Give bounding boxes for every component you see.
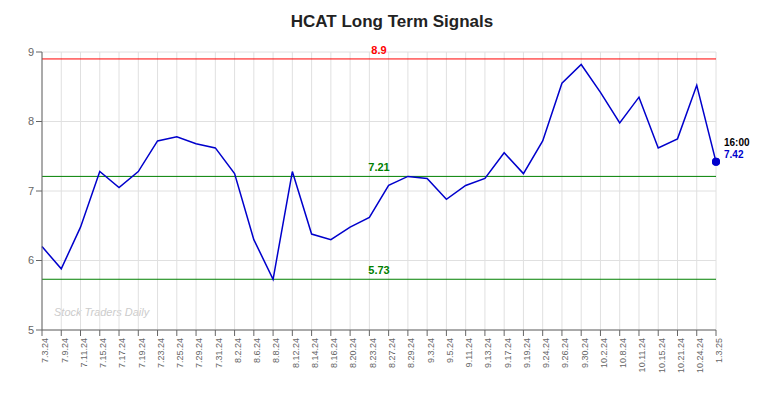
svg-text:10.21.24: 10.21.24 [676, 338, 686, 373]
svg-text:9.17.24: 9.17.24 [503, 338, 513, 368]
svg-text:8.27.24: 8.27.24 [387, 338, 397, 368]
svg-text:8.14.24: 8.14.24 [310, 338, 320, 368]
svg-text:10.2.24: 10.2.24 [599, 338, 609, 368]
svg-text:8.29.24: 8.29.24 [406, 338, 416, 368]
svg-text:8.9: 8.9 [371, 44, 386, 56]
svg-text:5.73: 5.73 [368, 264, 389, 276]
svg-text:7.23.24: 7.23.24 [156, 338, 166, 368]
svg-text:7.11.24: 7.11.24 [79, 338, 89, 367]
svg-text:8.2.24: 8.2.24 [233, 338, 243, 363]
html-text:Stock Traders Daily: Stock Traders Daily [54, 306, 150, 318]
svg-text:1.3.25: 1.3.25 [714, 338, 724, 363]
svg-text:7.17.24: 7.17.24 [117, 338, 127, 368]
svg-text:8: 8 [28, 115, 34, 127]
svg-text:7.9.24: 7.9.24 [60, 338, 70, 363]
svg-text:8.8.24: 8.8.24 [271, 338, 281, 363]
svg-text:10.15.24: 10.15.24 [657, 338, 667, 373]
svg-text:9: 9 [28, 46, 34, 58]
svg-text:8.23.24: 8.23.24 [368, 338, 378, 368]
html-text:HCAT Long Term Signals: HCAT Long Term Signals [290, 12, 494, 31]
svg-text:16:00: 16:00 [724, 137, 750, 148]
svg-text:10.8.24: 10.8.24 [618, 338, 628, 368]
svg-text:8.6.24: 8.6.24 [252, 338, 262, 363]
svg-text:9.3.24: 9.3.24 [426, 338, 436, 363]
svg-text:6: 6 [28, 254, 34, 266]
svg-text:10.11.24: 10.11.24 [637, 338, 647, 372]
svg-text:9.19.24: 9.19.24 [522, 338, 532, 368]
svg-text:8.12.24: 8.12.24 [291, 338, 301, 368]
svg-text:9.11.24: 9.11.24 [464, 338, 474, 367]
svg-text:9.24.24: 9.24.24 [541, 338, 551, 368]
svg-text:7.25.24: 7.25.24 [175, 338, 185, 368]
svg-text:9.26.24: 9.26.24 [560, 338, 570, 368]
svg-text:7: 7 [28, 185, 34, 197]
svg-text:7.29.24: 7.29.24 [194, 338, 204, 368]
svg-text:8.16.24: 8.16.24 [329, 338, 339, 368]
svg-text:9.30.24: 9.30.24 [580, 338, 590, 368]
svg-text:7.42: 7.42 [724, 149, 744, 160]
svg-text:9.13.24: 9.13.24 [483, 338, 493, 368]
svg-text:7.15.24: 7.15.24 [98, 338, 108, 368]
svg-text:7.3.24: 7.3.24 [40, 338, 50, 363]
svg-text:7.31.24: 7.31.24 [214, 338, 224, 368]
svg-text:5: 5 [28, 324, 34, 336]
svg-text:9.5.24: 9.5.24 [445, 338, 455, 363]
svg-text:10.24.24: 10.24.24 [695, 338, 705, 373]
svg-text:7.21: 7.21 [368, 161, 389, 173]
svg-text:7.19.24: 7.19.24 [137, 338, 147, 368]
svg-text:8.20.24: 8.20.24 [349, 338, 359, 368]
